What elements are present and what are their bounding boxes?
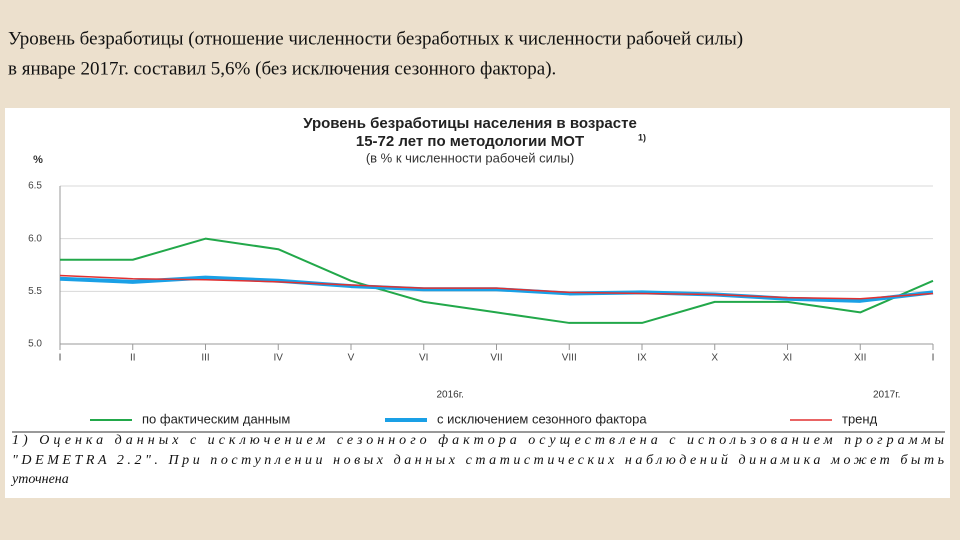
x-tick-label: II — [130, 353, 136, 364]
footnote: 1) Оценка данных с исключением сезонного… — [12, 433, 944, 448]
heading: Уровень безработицы (отношение численнос… — [8, 28, 743, 49]
legend-label: с исключением сезонного фактора — [437, 411, 647, 426]
plot: 5.05.56.06.5I II III IV V VI VII VIII IX X XI XII I2… — [28, 181, 934, 427]
x-tick-label: VIII — [562, 353, 577, 364]
x-tick-label: IX — [637, 353, 647, 364]
x-tick-label: X — [711, 353, 718, 364]
footnote: уточнена — [10, 472, 69, 487]
legend-label: тренд — [842, 411, 878, 426]
chart-title: Уровень безработицы населения в возрасте — [303, 115, 637, 132]
y-tick-label: 6.5 — [28, 181, 42, 192]
x-tick-label: IV — [274, 353, 284, 364]
x-tick-label: VI — [419, 353, 428, 364]
chart-subtitle: (в % к численности рабочей силы) — [366, 150, 574, 165]
x-tick-label: XI — [783, 353, 792, 364]
x-tick-label: V — [348, 353, 355, 364]
x-tick-label: III — [201, 353, 209, 364]
year-label: 2017г. — [873, 390, 900, 401]
x-tick-label: XII — [854, 353, 866, 364]
y-tick-label: 6.0 — [28, 233, 42, 244]
series-line — [60, 237, 934, 324]
x-tick-label: I — [59, 353, 62, 364]
y-tick-label: 5.5 — [28, 286, 42, 297]
legend-label: по фактическим данным — [142, 411, 290, 426]
chart-title: 15-72 лет по методологии МОТ — [356, 133, 584, 150]
series-line — [59, 275, 934, 303]
x-tick-label: I — [932, 353, 935, 364]
footnote: "DEMETRA 2.2". При поступлении новых дан… — [12, 453, 944, 468]
series-line — [59, 274, 934, 300]
x-tick-label: VII — [490, 353, 502, 364]
y-tick-label: 5.0 — [28, 339, 42, 350]
heading: в январе 2017г. составил 5,6% (без исклю… — [8, 58, 556, 79]
title-note: 1) — [638, 132, 646, 142]
y-axis-label: % — [33, 154, 43, 166]
year-label: 2016г. — [437, 390, 464, 401]
